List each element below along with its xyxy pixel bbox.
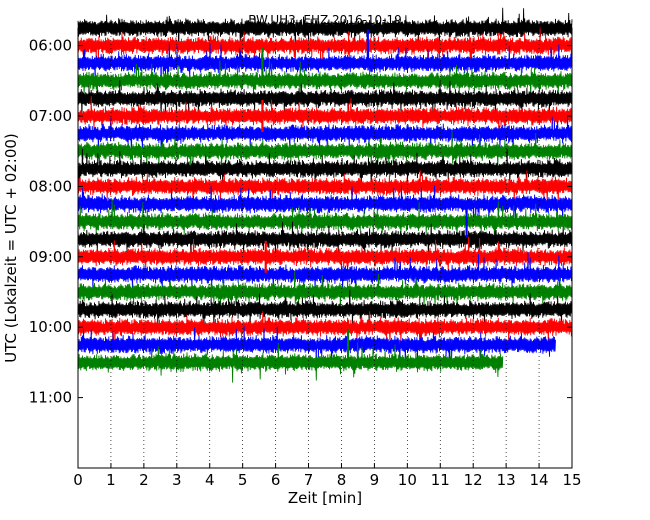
trace-0700 bbox=[77, 96, 573, 133]
event-markers bbox=[261, 29, 468, 361]
trace-0745 bbox=[77, 148, 573, 187]
trace-0830 bbox=[77, 199, 573, 242]
y-tick-label: 11:00 bbox=[29, 389, 72, 407]
trace-1030 bbox=[77, 342, 504, 383]
plot-frame bbox=[77, 27, 573, 469]
x-tick-label: 4 bbox=[205, 471, 215, 489]
trace-0730 bbox=[77, 130, 573, 174]
x-tick-label: 5 bbox=[238, 471, 248, 489]
x-gridlines bbox=[110, 28, 540, 468]
y-axis-label: UTC (Lokalzeit = UTC + 02:00) bbox=[2, 133, 20, 363]
trace-0945 bbox=[77, 289, 573, 328]
x-tick-label: 11 bbox=[431, 471, 450, 489]
trace-0645 bbox=[77, 80, 573, 119]
x-axis-label: Zeit [min] bbox=[288, 489, 362, 507]
y-tick-label: 09:00 bbox=[29, 248, 72, 266]
y-tick-label: 06:00 bbox=[29, 37, 72, 55]
trace-0815 bbox=[77, 185, 573, 225]
trace-0845 bbox=[77, 221, 573, 260]
trace-1015 bbox=[77, 326, 556, 368]
x-tick-label: 8 bbox=[337, 471, 347, 489]
x-tick-label: 6 bbox=[271, 471, 281, 489]
y-tick-label: 10:00 bbox=[29, 318, 72, 336]
trace-1000 bbox=[77, 311, 573, 348]
x-tick-label: 0 bbox=[73, 471, 83, 489]
seismic-traces bbox=[77, 7, 573, 383]
x-tick-label: 2 bbox=[139, 471, 149, 489]
x-tick-label: 15 bbox=[562, 471, 581, 489]
x-tick-label: 7 bbox=[304, 471, 314, 489]
x-tick-label: 14 bbox=[530, 471, 549, 489]
trace-0900 bbox=[77, 236, 573, 273]
y-tick-label: 08:00 bbox=[29, 177, 72, 195]
trace-0615 bbox=[77, 42, 573, 83]
chart-title: BW.UH3..EHZ 2016-10-19 bbox=[248, 13, 402, 27]
x-tick-label: 13 bbox=[497, 471, 516, 489]
trace-0930 bbox=[77, 271, 573, 313]
trace-0715 bbox=[77, 116, 573, 154]
x-tick-label: 1 bbox=[106, 471, 116, 489]
trace-0630 bbox=[77, 58, 573, 102]
x-axis-ticks: 0 1 2 3 4 5 6 7 8 9 10 11 12 13 14 15 bbox=[73, 28, 582, 489]
x-tick-label: 10 bbox=[398, 471, 417, 489]
x-tick-label: 12 bbox=[464, 471, 483, 489]
x-tick-label: 9 bbox=[370, 471, 380, 489]
y-axis-ticks: 06:00 07:00 08:00 09:00 10:00 11:00 bbox=[29, 37, 572, 407]
y-tick-label: 07:00 bbox=[29, 107, 72, 125]
trace-0545 bbox=[77, 7, 573, 51]
trace-0800 bbox=[77, 170, 573, 207]
trace-0915 bbox=[77, 251, 573, 294]
x-tick-label: 3 bbox=[172, 471, 182, 489]
trace-0600 bbox=[77, 26, 573, 66]
